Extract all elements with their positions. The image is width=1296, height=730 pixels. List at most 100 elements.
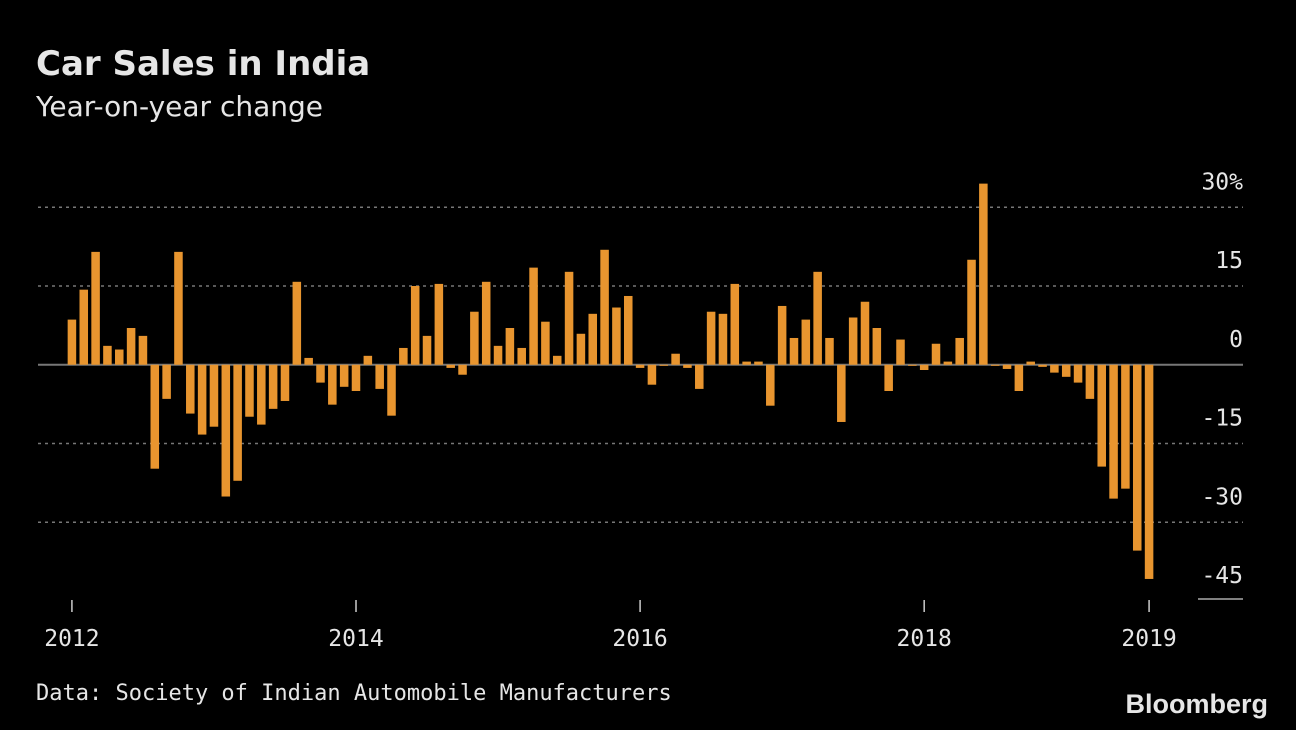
bar	[919, 364, 929, 370]
bar	[257, 364, 266, 425]
bar	[410, 286, 420, 365]
bar	[1038, 364, 1047, 367]
bar	[1144, 364, 1154, 579]
bar	[695, 364, 704, 389]
bar	[825, 337, 834, 365]
bar	[186, 364, 195, 414]
bar	[1073, 364, 1083, 383]
bar	[848, 317, 858, 365]
bar	[375, 364, 384, 389]
bar	[955, 337, 964, 365]
bar	[1085, 364, 1095, 399]
chart-subtitle: Year-on-year change	[35, 90, 323, 123]
bar	[730, 283, 740, 365]
bar	[623, 295, 633, 365]
bar	[541, 321, 550, 365]
bar	[529, 267, 538, 365]
bar	[789, 337, 799, 365]
bar	[872, 328, 882, 365]
y-tick-label: 30%	[1201, 169, 1243, 195]
bar	[493, 345, 503, 365]
bar	[967, 259, 976, 365]
bar	[197, 364, 207, 435]
bar	[742, 361, 751, 365]
bar	[766, 364, 775, 406]
bar	[552, 355, 562, 365]
bar	[1002, 364, 1012, 369]
bar	[777, 305, 787, 365]
bar	[706, 311, 716, 365]
bar	[268, 364, 278, 409]
brand-logo: Bloomberg	[1125, 689, 1268, 719]
bar	[754, 361, 763, 365]
y-tick-label: -45	[1201, 563, 1243, 589]
bar	[387, 364, 396, 416]
bar	[351, 364, 361, 391]
bar	[671, 353, 680, 365]
bar	[304, 357, 313, 365]
bar	[517, 347, 526, 365]
bar	[600, 249, 609, 365]
bar	[1132, 364, 1142, 551]
bar	[1109, 364, 1118, 499]
bar	[458, 364, 467, 375]
bar	[718, 313, 728, 365]
bar	[103, 345, 112, 365]
bar	[564, 271, 574, 365]
source-note: Data: Society of Indian Automobile Manuf…	[36, 681, 672, 706]
bar	[647, 364, 657, 385]
y-tick-label: 0	[1229, 327, 1243, 353]
bar	[363, 355, 373, 365]
bar	[162, 364, 171, 399]
y-tick-label: 15	[1215, 248, 1243, 274]
bar	[837, 364, 846, 422]
bar	[931, 343, 941, 365]
bar	[221, 364, 231, 497]
bar	[1061, 364, 1071, 377]
bar	[896, 339, 905, 365]
bar	[943, 361, 953, 365]
x-tick-label: 2019	[1121, 626, 1176, 652]
bar	[612, 307, 621, 365]
bar	[908, 364, 917, 366]
bar	[399, 347, 408, 365]
bar	[505, 328, 515, 365]
bar	[67, 319, 77, 365]
x-tick-label: 2016	[612, 626, 667, 652]
bar	[115, 349, 124, 365]
bar	[588, 313, 598, 365]
chart-title: Car Sales in India	[36, 44, 370, 84]
bar	[292, 281, 302, 365]
bar	[659, 364, 669, 366]
bar	[683, 364, 692, 368]
bar	[1097, 364, 1106, 467]
bar	[1026, 361, 1035, 365]
bar	[990, 364, 1000, 366]
x-tick-label: 2014	[328, 626, 383, 652]
bar	[884, 364, 893, 391]
bar	[126, 328, 136, 365]
bar	[328, 364, 337, 405]
bar	[91, 251, 100, 365]
bar	[316, 364, 325, 383]
bar	[233, 364, 242, 481]
bar	[576, 333, 586, 365]
bar	[138, 335, 148, 365]
bar	[860, 301, 870, 365]
bar	[280, 364, 290, 401]
bar	[339, 364, 349, 387]
x-tick-label: 2012	[44, 626, 99, 652]
bar	[979, 183, 988, 365]
bar	[470, 311, 479, 365]
bar	[1014, 364, 1024, 391]
bar	[1121, 364, 1130, 489]
bar	[813, 271, 822, 365]
y-tick-label: -15	[1201, 406, 1243, 432]
bar	[209, 364, 219, 427]
bar	[150, 364, 160, 469]
bar	[801, 319, 811, 365]
bar	[635, 364, 645, 368]
bar	[79, 289, 89, 365]
bar	[1050, 364, 1059, 373]
